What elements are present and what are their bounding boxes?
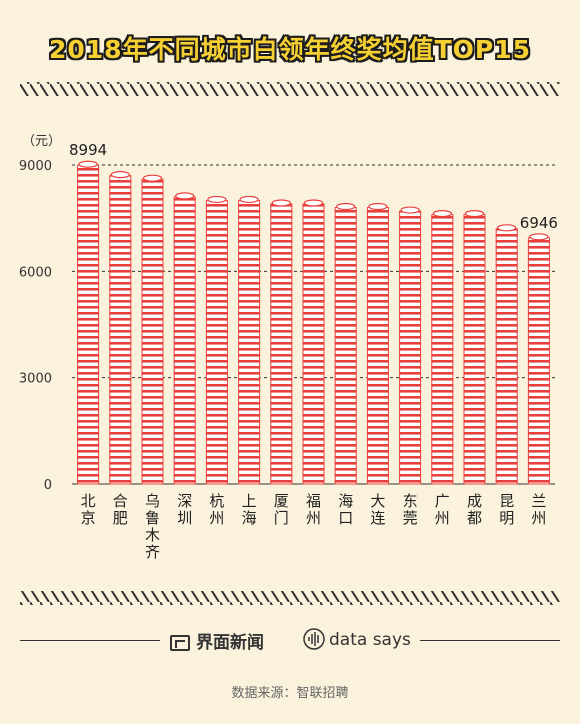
datasays-brand-label: data says (329, 630, 411, 650)
bar (109, 175, 132, 484)
bar-cap (239, 195, 259, 204)
x-tick-label: 圳 (177, 509, 192, 527)
x-tick-label: 都 (467, 509, 482, 527)
bar-cap (336, 202, 356, 211)
x-tick-label: 门 (274, 509, 289, 527)
jiemian-brand: 界面新闻 (170, 628, 264, 653)
footer-divider-left (20, 640, 160, 641)
bar-cap (175, 192, 195, 200)
data-source: 数据来源：智联招聘 (231, 686, 349, 701)
chart-title: 2018年不同城市白领年终奖均值TOP15 (49, 35, 531, 64)
x-tick-label: 厦 (274, 492, 289, 510)
x-tick-label: 州 (209, 509, 224, 527)
x-tick-label: 成 (467, 492, 482, 510)
x-tick-label: 鲁 (145, 509, 160, 527)
x-tick-label: 深 (177, 492, 192, 510)
bar (366, 207, 389, 485)
x-tick-label: 海 (338, 492, 353, 510)
bar-cap (497, 224, 517, 232)
bar (495, 228, 518, 484)
x-tick-label: 广 (435, 492, 450, 510)
datasays-brand: data says (303, 628, 411, 655)
bar-cap (464, 210, 485, 218)
footer-divider-right (420, 640, 560, 641)
x-tick-label: 乌 (145, 492, 160, 510)
bar (141, 179, 164, 484)
bar (463, 214, 486, 484)
bar (399, 211, 422, 485)
bar-cap (78, 160, 98, 168)
x-tick-label: 州 (435, 509, 450, 527)
x-tick-label: 连 (370, 509, 385, 527)
bar-cap (142, 174, 163, 182)
y-axis-unit: （元） (22, 134, 62, 149)
x-tick-label: 州 (531, 509, 546, 527)
x-tick-label: 杭 (209, 492, 224, 510)
bottom-zigzag-divider (20, 591, 560, 605)
bar (238, 200, 261, 484)
data-label: 6946 (520, 214, 558, 232)
bar (431, 214, 454, 484)
bar (334, 207, 357, 485)
x-tick-label: 明 (499, 509, 514, 527)
x-tick-label: 兰 (531, 492, 546, 510)
top-zigzag-divider (20, 82, 560, 96)
bar-cap (432, 210, 452, 218)
x-tick-label: 上 (242, 492, 257, 510)
bar (77, 165, 100, 485)
bar (527, 237, 550, 484)
x-tick-label: 州 (306, 509, 321, 527)
bar-cap (303, 199, 324, 207)
bar-cap (207, 195, 227, 204)
bar (270, 203, 293, 484)
x-tick-label: 昆 (499, 492, 514, 510)
data-label: 8994 (69, 141, 107, 159)
bar (302, 203, 325, 484)
bar-cap (400, 206, 420, 214)
bar-cap (368, 202, 388, 211)
x-tick-label: 木 (145, 526, 160, 544)
x-tick-label: 东 (403, 492, 418, 510)
bar-cap (529, 233, 549, 241)
bar-cap (110, 171, 130, 179)
y-tick-label: 3000 (19, 372, 52, 387)
x-tick-label: 肥 (113, 509, 128, 527)
bar (205, 200, 228, 484)
jiemian-brand-label: 界面新闻 (196, 633, 264, 653)
x-tick-label: 口 (338, 509, 353, 527)
x-tick-label: 合 (113, 492, 128, 510)
x-tick-label: 莞 (403, 509, 418, 527)
x-tick-label: 海 (242, 509, 257, 527)
y-tick-label: 0 (44, 478, 52, 493)
sound-wave-icon (303, 628, 325, 655)
x-tick-label: 福 (306, 492, 321, 510)
x-tick-label: 齐 (145, 543, 160, 561)
y-tick-label: 6000 (19, 265, 52, 280)
jiemian-logo-icon (170, 635, 190, 651)
x-tick-label: 京 (81, 509, 96, 527)
bar-cap (271, 199, 291, 207)
y-tick-label: 9000 (19, 159, 52, 174)
x-tick-label: 北 (81, 492, 96, 510)
x-tick-label: 大 (370, 492, 385, 510)
bar (173, 196, 196, 484)
